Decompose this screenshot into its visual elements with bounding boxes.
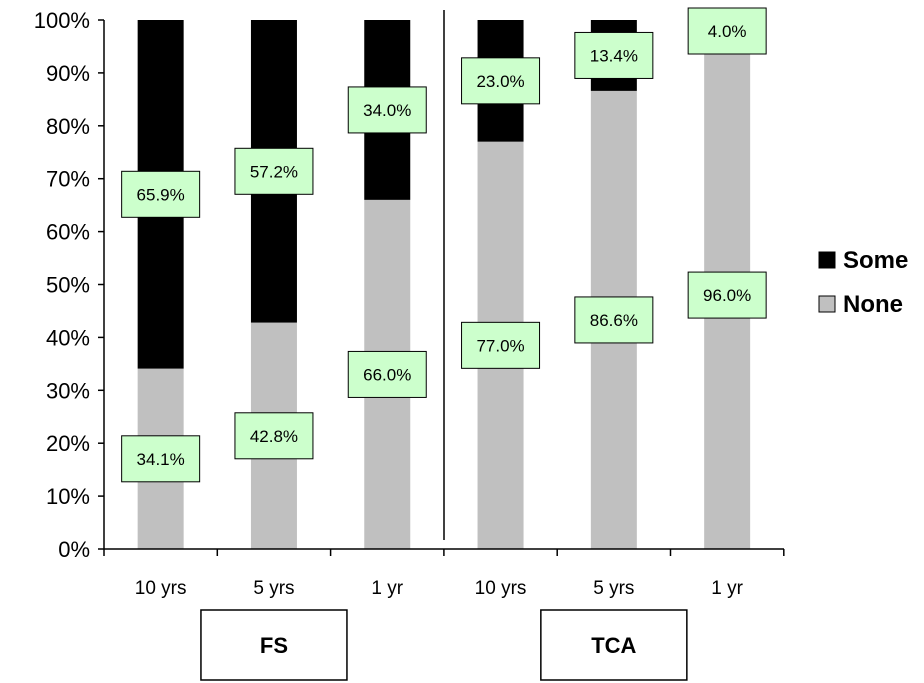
data-label-some-0: 65.9% <box>137 185 185 204</box>
y-tick-label-4: 40% <box>46 325 90 350</box>
data-label-some-2: 34.0% <box>363 101 411 120</box>
x-tick-label-4: 5 yrs <box>593 578 634 599</box>
data-labels-layer: 34.1% 65.9% 42.8% 57.2% 66.0% 34.0% 77.0% 23.0%… <box>121 7 767 483</box>
x-tick-label-1: 5 yrs <box>253 578 294 599</box>
legend-label-some: Some <box>843 247 908 274</box>
y-tick-label-8: 80% <box>46 114 90 139</box>
x-tick-label-2: 1 yr <box>371 578 403 599</box>
data-label-box-some-0 <box>121 170 201 218</box>
y-tick-label-3: 30% <box>46 378 90 403</box>
data-label-box-some-2 <box>347 86 427 134</box>
group-label-fs: FS <box>260 633 288 658</box>
data-label-none-5: 96.0% <box>703 286 751 305</box>
y-tick-label-9: 90% <box>46 61 90 86</box>
data-label-box-some-1 <box>234 147 314 195</box>
axes-layer: 0% 10% 20% 30% 40% 50% 60% 70% 80% 90% 100% 10 yrs 5… <box>34 8 785 599</box>
y-tick-label-0: 0% <box>58 537 90 562</box>
data-label-some-3: 23.0% <box>476 72 524 91</box>
data-label-none-4: 86.6% <box>590 311 638 330</box>
legend-label-none: None <box>843 291 903 318</box>
data-label-box-none-2 <box>347 350 427 398</box>
data-label-some-5: 4.0% <box>708 22 747 41</box>
data-label-box-none-0 <box>121 435 201 483</box>
legend-swatch-none <box>818 295 836 313</box>
data-label-some-4: 13.4% <box>590 46 638 65</box>
data-label-box-none-3 <box>461 321 541 369</box>
data-label-some-1: 57.2% <box>250 162 298 181</box>
y-tick-label-1: 10% <box>46 484 90 509</box>
legend-swatch-some <box>818 251 836 269</box>
data-label-box-none-4 <box>574 296 654 344</box>
group-box-fs <box>200 609 348 681</box>
group-labels: FS TCA <box>200 609 688 681</box>
data-label-none-1: 42.8% <box>250 427 298 446</box>
data-label-box-none-5 <box>687 271 767 319</box>
data-label-box-none-1 <box>234 412 314 460</box>
x-tick-label-3: 10 yrs <box>475 578 527 599</box>
data-label-none-3: 77.0% <box>476 336 524 355</box>
x-tick-label-0: 10 yrs <box>135 578 187 599</box>
y-tick-label-6: 60% <box>46 220 90 245</box>
y-tick-label-10: 100% <box>34 8 90 33</box>
data-label-none-0: 34.1% <box>137 450 185 469</box>
y-tick-label-5: 50% <box>46 273 90 298</box>
group-box-tca <box>540 609 688 681</box>
data-label-box-some-5 <box>687 7 767 55</box>
y-tick-label-7: 70% <box>46 167 90 192</box>
y-tick-label-2: 20% <box>46 431 90 456</box>
data-label-box-some-3 <box>461 57 541 105</box>
legend: Some None <box>818 247 908 318</box>
x-tick-label-5: 1 yr <box>711 578 743 599</box>
group-label-tca: TCA <box>591 633 636 658</box>
data-label-none-2: 66.0% <box>363 365 411 384</box>
data-label-box-some-4 <box>574 31 654 79</box>
